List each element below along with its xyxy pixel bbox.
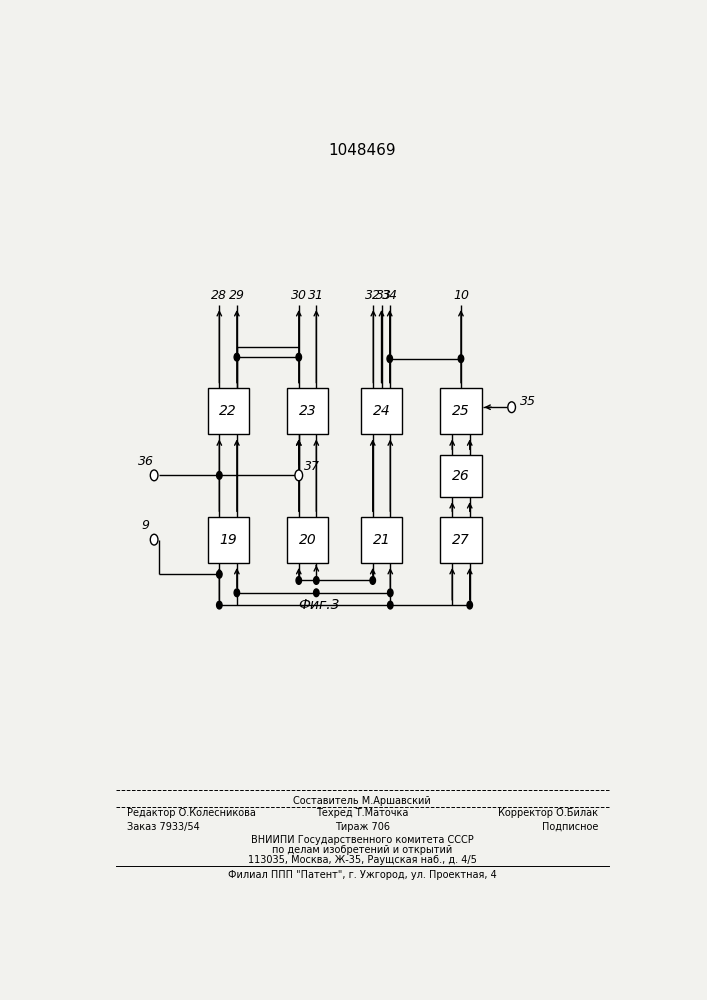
Text: Редактор О.Колесникова: Редактор О.Колесникова bbox=[127, 808, 256, 818]
Text: ВНИИПИ Государственного комитета СССР: ВНИИПИ Государственного комитета СССР bbox=[251, 835, 474, 845]
Text: 31: 31 bbox=[308, 289, 325, 302]
Circle shape bbox=[151, 534, 158, 545]
Circle shape bbox=[234, 353, 240, 361]
Circle shape bbox=[458, 355, 464, 363]
Circle shape bbox=[151, 470, 158, 481]
Text: 25: 25 bbox=[452, 404, 470, 418]
Text: по делам изобретений и открытий: по делам изобретений и открытий bbox=[272, 845, 452, 855]
Text: Составитель М.Аршавский: Составитель М.Аршавский bbox=[293, 796, 431, 806]
Circle shape bbox=[314, 577, 319, 584]
Text: 35: 35 bbox=[520, 395, 536, 408]
Text: 24: 24 bbox=[373, 404, 390, 418]
Bar bbox=[361, 388, 402, 434]
Bar bbox=[440, 388, 481, 434]
Circle shape bbox=[370, 577, 375, 584]
Text: 22: 22 bbox=[219, 404, 237, 418]
Text: 19: 19 bbox=[219, 533, 237, 547]
Text: 36: 36 bbox=[138, 455, 154, 468]
Circle shape bbox=[508, 402, 515, 413]
Text: 29: 29 bbox=[229, 289, 245, 302]
Text: 23: 23 bbox=[298, 404, 317, 418]
Circle shape bbox=[234, 589, 240, 597]
Text: 28: 28 bbox=[211, 289, 228, 302]
Circle shape bbox=[296, 353, 301, 361]
Circle shape bbox=[296, 577, 301, 584]
Text: 34: 34 bbox=[382, 289, 398, 302]
Text: 37: 37 bbox=[304, 460, 320, 473]
Circle shape bbox=[387, 355, 392, 363]
Text: Корректор О.Билак: Корректор О.Билак bbox=[498, 808, 598, 818]
Bar bbox=[440, 517, 481, 563]
Bar bbox=[440, 455, 481, 497]
Text: Филиал ППП "Патент", г. Ужгород, ул. Проектная, 4: Филиал ППП "Патент", г. Ужгород, ул. Про… bbox=[228, 870, 497, 880]
Text: Заказ 7933/54: Заказ 7933/54 bbox=[127, 822, 199, 832]
Text: 1048469: 1048469 bbox=[329, 143, 396, 158]
Bar bbox=[287, 388, 328, 434]
Text: 20: 20 bbox=[298, 533, 317, 547]
Bar bbox=[287, 517, 328, 563]
Text: 30: 30 bbox=[291, 289, 307, 302]
Circle shape bbox=[467, 601, 472, 609]
Bar bbox=[208, 517, 249, 563]
Text: 32: 32 bbox=[366, 289, 381, 302]
Text: 27: 27 bbox=[452, 533, 470, 547]
Circle shape bbox=[216, 601, 222, 609]
Text: Техред Т.Маточка: Техред Т.Маточка bbox=[316, 808, 409, 818]
Circle shape bbox=[216, 570, 222, 578]
Text: Подписное: Подписное bbox=[542, 822, 598, 832]
Text: 26: 26 bbox=[452, 469, 470, 483]
Text: 33: 33 bbox=[376, 289, 392, 302]
Text: 113035, Москва, Ж-35, Раущская наб., д. 4/5: 113035, Москва, Ж-35, Раущская наб., д. … bbox=[248, 855, 477, 865]
Text: Фиг.3: Фиг.3 bbox=[298, 598, 339, 612]
Circle shape bbox=[295, 470, 303, 481]
Circle shape bbox=[216, 472, 222, 479]
Bar bbox=[208, 388, 249, 434]
Text: Тираж 706: Тираж 706 bbox=[335, 822, 390, 832]
Circle shape bbox=[387, 601, 393, 609]
Text: 21: 21 bbox=[373, 533, 390, 547]
Circle shape bbox=[387, 589, 393, 597]
Circle shape bbox=[314, 589, 319, 597]
Text: 9: 9 bbox=[142, 519, 150, 532]
Text: 10: 10 bbox=[453, 289, 469, 302]
Bar bbox=[361, 517, 402, 563]
